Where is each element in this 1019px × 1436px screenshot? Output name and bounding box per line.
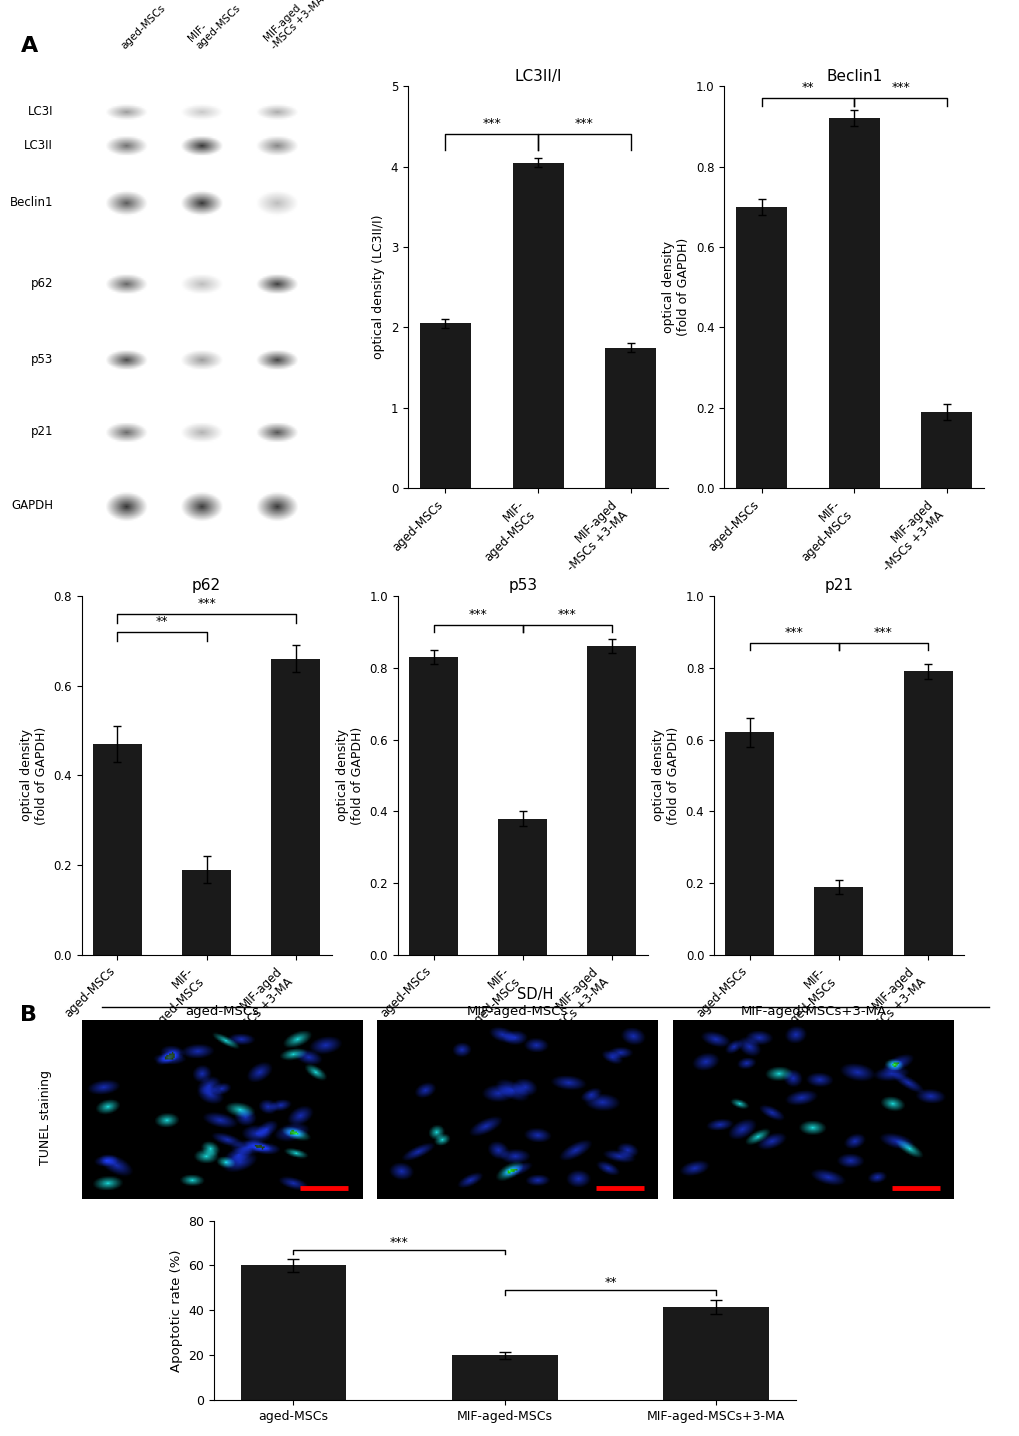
Y-axis label: Apoptotic rate (%): Apoptotic rate (%) <box>170 1249 182 1371</box>
Text: ***: *** <box>557 607 576 620</box>
Y-axis label: optical density
(fold of GAPDH): optical density (fold of GAPDH) <box>661 238 690 336</box>
Text: p62: p62 <box>31 277 53 290</box>
Text: A: A <box>20 36 38 56</box>
Y-axis label: optical density
(fold of GAPDH): optical density (fold of GAPDH) <box>335 727 364 824</box>
Title: MIF-aged-MSCs+3-MA: MIF-aged-MSCs+3-MA <box>740 1005 886 1018</box>
Bar <box>736 207 787 488</box>
Text: ***: *** <box>873 626 892 639</box>
Text: ***: *** <box>575 118 593 131</box>
Text: ***: *** <box>197 597 216 610</box>
Text: MIF-
aged-MSCs: MIF- aged-MSCs <box>186 0 243 52</box>
Text: **: ** <box>604 1277 616 1290</box>
Text: p53: p53 <box>31 353 53 366</box>
Text: GAPDH: GAPDH <box>11 500 53 513</box>
Title: aged-MSCs: aged-MSCs <box>184 1005 259 1018</box>
Text: ***: *** <box>891 82 909 95</box>
Y-axis label: optical density
(fold of GAPDH): optical density (fold of GAPDH) <box>651 727 680 824</box>
Text: ***: *** <box>785 626 803 639</box>
Text: ***: *** <box>389 1235 409 1249</box>
Bar <box>271 659 320 955</box>
Bar <box>93 744 142 955</box>
Bar <box>181 870 231 955</box>
Text: p21: p21 <box>31 425 53 438</box>
Text: aged-MSCs: aged-MSCs <box>119 3 167 52</box>
Text: ***: *** <box>469 607 487 620</box>
Text: **: ** <box>156 615 168 629</box>
Bar <box>827 118 878 488</box>
Text: **: ** <box>801 82 813 95</box>
Y-axis label: optical density (LC3II/I): optical density (LC3II/I) <box>372 215 385 359</box>
Title: MIF-aged-MSCs: MIF-aged-MSCs <box>467 1005 568 1018</box>
Bar <box>604 348 655 488</box>
Bar <box>903 672 952 955</box>
Text: SD/H: SD/H <box>517 988 553 1002</box>
Bar <box>513 162 564 488</box>
Title: LC3II/I: LC3II/I <box>514 69 561 83</box>
Title: p53: p53 <box>507 579 537 593</box>
Bar <box>409 658 458 955</box>
Title: p62: p62 <box>192 579 221 593</box>
Text: TUNEL staining: TUNEL staining <box>40 1070 52 1165</box>
Bar <box>725 732 773 955</box>
Bar <box>420 323 471 488</box>
Y-axis label: optical density
(fold of GAPDH): optical density (fold of GAPDH) <box>19 727 48 824</box>
Text: ***: *** <box>482 118 500 131</box>
Bar <box>240 1265 346 1400</box>
Text: LC3II: LC3II <box>24 139 53 152</box>
Text: MIF-aged
-MSCs +3-MA: MIF-aged -MSCs +3-MA <box>261 0 326 52</box>
Text: Beclin1: Beclin1 <box>9 197 53 210</box>
Bar <box>920 412 971 488</box>
Bar <box>662 1307 768 1400</box>
Bar <box>813 886 863 955</box>
Bar <box>497 819 547 955</box>
Bar <box>451 1356 557 1400</box>
Text: LC3I: LC3I <box>28 105 53 118</box>
Text: B: B <box>20 1005 38 1025</box>
Title: p21: p21 <box>823 579 853 593</box>
Title: Beclin1: Beclin1 <box>825 69 881 83</box>
Bar <box>587 646 636 955</box>
